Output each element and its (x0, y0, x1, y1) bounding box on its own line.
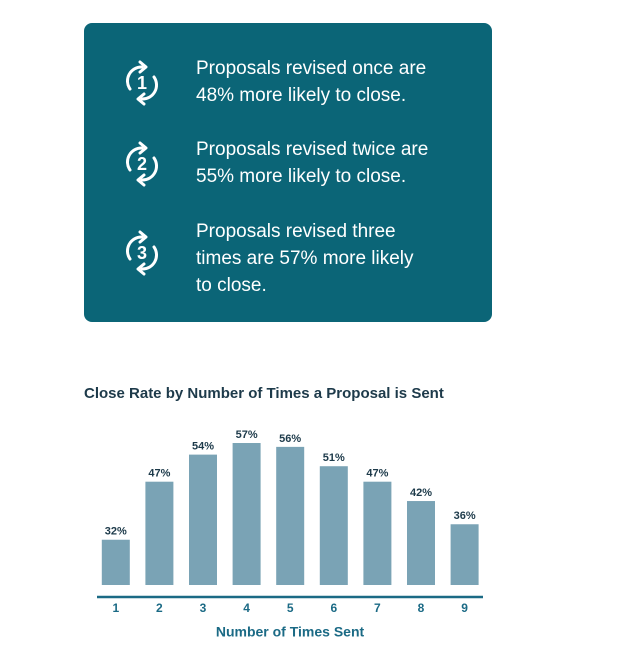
x-tick-label: 2 (156, 601, 163, 615)
callout-line: Proposals revised once are (196, 58, 427, 79)
x-axis-title: Number of Times Sent (216, 624, 365, 640)
value-label: 36% (454, 510, 476, 522)
chart: Close Rate by Number of Times a Proposal… (84, 385, 483, 640)
x-tick-label: 8 (418, 601, 425, 615)
icon-number: 3 (137, 243, 147, 263)
value-label: 56% (279, 433, 301, 445)
callout-text: Proposals revised twice are 55% more like… (196, 136, 428, 190)
callout-line: times are 57% more likely (196, 248, 414, 269)
bar (276, 446, 305, 585)
value-label: 47% (366, 468, 388, 480)
x-tick-label: 1 (112, 601, 119, 615)
x-tick-label: 7 (374, 601, 381, 615)
bar (450, 524, 479, 585)
revision-icon: 3 (126, 230, 158, 276)
bar (232, 443, 261, 585)
callout-line: Proposals revised three (196, 221, 396, 242)
x-tick-label: 3 (200, 601, 207, 615)
bar (101, 539, 130, 585)
bar (189, 454, 217, 585)
revision-icon: 1 (126, 60, 158, 106)
bar (319, 466, 348, 585)
value-label: 47% (148, 468, 170, 480)
x-tick-label: 9 (461, 601, 468, 615)
callout-line: Proposals revised twice are (196, 139, 429, 160)
x-tick-label: 6 (330, 601, 337, 615)
callout-card: 1 Proposals revised once are 48% more like… (84, 23, 492, 322)
callout-text: Proposals revised three times are 57% mor… (196, 218, 414, 299)
icon-number: 2 (137, 154, 147, 174)
value-label: 32% (105, 526, 127, 538)
value-label: 51% (323, 452, 345, 464)
bar (145, 481, 174, 585)
value-label: 57% (236, 429, 258, 441)
value-label: 42% (410, 487, 432, 499)
callout-line: 55% more likely to close. (196, 166, 407, 187)
callout-line: to close. (196, 275, 267, 296)
bar (407, 501, 435, 585)
icon-number: 1 (137, 73, 147, 93)
callout-text: Proposals revised once are 48% more likel… (196, 55, 426, 109)
revision-icon: 2 (126, 141, 158, 187)
callout-line: 48% more likely to close. (196, 85, 407, 106)
chart-title: Close Rate by Number of Times a Proposal… (84, 385, 444, 402)
x-tick-label: 4 (243, 601, 250, 615)
bar (363, 481, 392, 585)
x-tick-label: 5 (287, 601, 294, 615)
value-label: 54% (192, 441, 214, 453)
